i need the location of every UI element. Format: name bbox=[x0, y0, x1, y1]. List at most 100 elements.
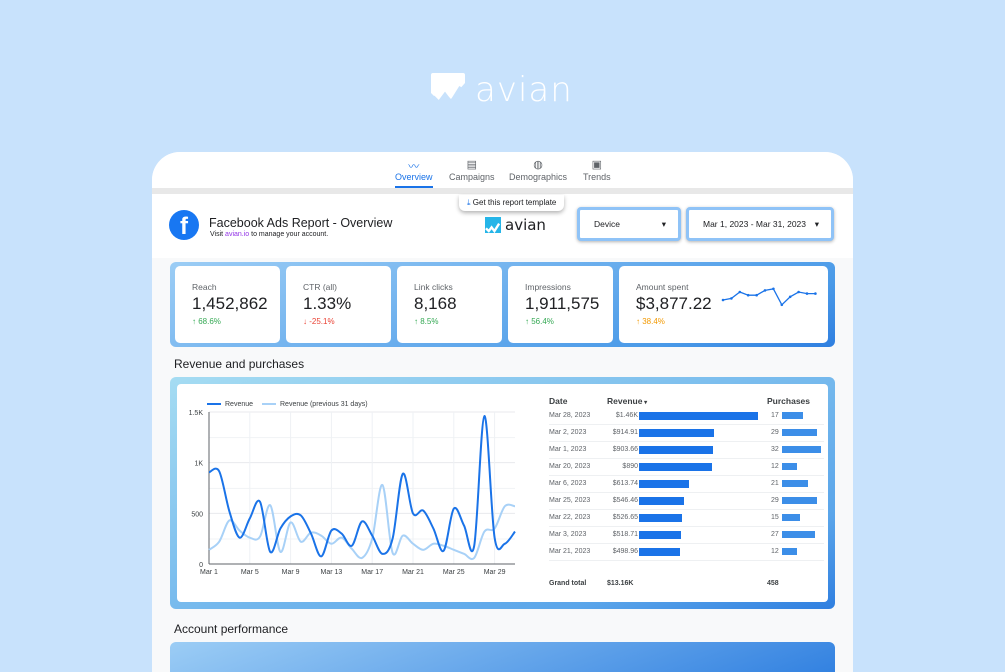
spend-sparkline bbox=[721, 287, 817, 307]
sparkline-point bbox=[788, 295, 792, 299]
subtitle: Visit avian.io to manage your account. bbox=[210, 231, 328, 238]
table-row: Mar 28, 2023 $1.46K 17 bbox=[549, 408, 824, 425]
x-tick-label: Mar 29 bbox=[484, 569, 506, 576]
cell-revenue: $1.46K bbox=[615, 412, 638, 419]
section-title-revenue: Revenue and purchases bbox=[174, 357, 305, 371]
cell-date: Mar 3, 2023 bbox=[549, 531, 587, 538]
purchases-bar bbox=[782, 514, 801, 521]
grand-total-revenue: $13.16K bbox=[607, 580, 634, 587]
avian-link[interactable]: avian.io bbox=[225, 231, 250, 238]
cell-purchases: 15 bbox=[771, 514, 779, 521]
tab-demographics[interactable]: ◍ Demographics bbox=[509, 158, 567, 182]
cell-revenue: $498.96 bbox=[612, 548, 638, 555]
get-template-button[interactable]: ⤓ Get this report template bbox=[459, 195, 565, 211]
tab-overview[interactable]: 〰 Overview bbox=[395, 158, 433, 188]
kpi-delta-value: 38.4% bbox=[642, 317, 665, 326]
kpi-delta: ↑ 8.5% bbox=[414, 317, 502, 326]
device-label: Device bbox=[594, 219, 620, 229]
arrow-up-icon: ↑ bbox=[192, 317, 199, 326]
table-row: Mar 6, 2023 $613.74 21 bbox=[549, 476, 824, 493]
kpi-value: 1,452,862 bbox=[192, 294, 268, 313]
date-range-dropdown[interactable]: Mar 1, 2023 - Mar 31, 2023 ▾ bbox=[686, 207, 834, 241]
purchases-bar bbox=[782, 480, 808, 487]
sparkline-point bbox=[755, 293, 758, 297]
kpi-card-amount-spent: Amount spent $3,877.22 ↑ 38.4% bbox=[619, 266, 828, 343]
x-tick-label: Mar 13 bbox=[321, 569, 343, 576]
cell-revenue: $518.71 bbox=[612, 531, 638, 538]
table-row: Mar 2, 2023 $914.91 29 bbox=[549, 425, 824, 442]
purchases-bar bbox=[782, 463, 797, 470]
kpi-delta-value: 56.4% bbox=[531, 317, 554, 326]
cell-revenue: $903.66 bbox=[612, 446, 638, 453]
kpi-row: Reach 1,452,862 ↑ 68.6% CTR (all) 1.33% ↓ -25… bbox=[170, 262, 835, 347]
revenue-bar bbox=[639, 531, 682, 539]
sparkline-point bbox=[780, 303, 784, 307]
y-tick-label: 1K bbox=[194, 461, 203, 468]
revenue-bar bbox=[639, 548, 680, 556]
kpi-label: Impressions bbox=[525, 282, 571, 292]
device-dropdown[interactable]: Device ▾ bbox=[577, 207, 681, 241]
table-row: Mar 22, 2023 $526.65 15 bbox=[549, 510, 824, 527]
sparkline-point bbox=[814, 292, 817, 295]
logo-text: avian bbox=[475, 70, 573, 110]
cell-revenue: $546.46 bbox=[612, 497, 638, 504]
table-row: Mar 1, 2023 $903.66 32 bbox=[549, 442, 824, 459]
kpi-card-ctr-all-: CTR (all) 1.33% ↓ -25.1% bbox=[286, 266, 391, 343]
account-performance-section bbox=[170, 642, 835, 672]
caret-down-icon: ▾ bbox=[814, 218, 819, 229]
table-row: Mar 20, 2023 $890 12 bbox=[549, 459, 824, 476]
cell-date: Mar 20, 2023 bbox=[549, 463, 591, 470]
cell-purchases: 21 bbox=[771, 480, 779, 487]
y-tick-label: 0 bbox=[199, 562, 203, 569]
report-header: ⤓ Get this report template f Facebook Ad… bbox=[152, 194, 853, 258]
sparkline-point bbox=[763, 289, 767, 292]
kpi-delta-value: 8.5% bbox=[420, 317, 439, 326]
cell-revenue: $890 bbox=[622, 463, 638, 470]
table-row: Mar 21, 2023 $498.96 12 bbox=[549, 544, 824, 561]
section-title-account: Account performance bbox=[174, 622, 289, 636]
grand-total-label: Grand total bbox=[549, 580, 587, 587]
column-header-date[interactable]: Date bbox=[549, 396, 567, 406]
column-header-revenue[interactable]: Revenue ▾ bbox=[607, 396, 647, 406]
sparkline-point bbox=[772, 287, 775, 291]
table-row: Mar 3, 2023 $518.71 27 bbox=[549, 527, 824, 544]
cell-revenue: $526.65 bbox=[612, 514, 638, 521]
column-header-label: Purchases bbox=[767, 396, 810, 406]
sparkline-line bbox=[722, 288, 816, 306]
revenue-bar bbox=[639, 412, 758, 420]
tab-campaigns[interactable]: ▤ Campaigns bbox=[449, 158, 495, 182]
cell-revenue: $914.91 bbox=[612, 429, 638, 436]
tab-trends[interactable]: ▣ Trends bbox=[583, 158, 611, 182]
purchases-bar bbox=[782, 548, 797, 555]
purchases-bar bbox=[782, 412, 803, 419]
kpi-delta-value: -25.1% bbox=[309, 317, 335, 326]
tab-bar: 〰 Overview ▤ Campaigns ◍ Demographics ▣ Trends bbox=[152, 152, 853, 194]
sparkline-point bbox=[805, 292, 809, 295]
series-line-previous-revenue bbox=[208, 483, 516, 561]
kpi-label: Amount spent bbox=[636, 282, 689, 292]
sparkline-point bbox=[746, 293, 750, 297]
page-title: Facebook Ads Report - Overview bbox=[209, 216, 393, 230]
y-tick-label: 500 bbox=[191, 511, 203, 518]
revenue-bar bbox=[639, 463, 712, 471]
sparkline-point bbox=[738, 290, 742, 294]
revenue-panel: 0 500 1K 1.5K Mar 1 Mar 5 Mar 9 Mar 13 Mar 17 Mar… bbox=[177, 384, 828, 602]
revenue-line-chart: 0 500 1K 1.5K Mar 1 Mar 5 Mar 9 Mar 13 Mar 17 Mar… bbox=[189, 401, 516, 576]
kpi-value: $3,877.22 bbox=[636, 294, 712, 313]
kpi-label: Link clicks bbox=[414, 282, 453, 292]
cell-date: Mar 1, 2023 bbox=[549, 446, 587, 453]
cell-date: Mar 21, 2023 bbox=[549, 548, 591, 555]
kpi-value: 1,911,575 bbox=[525, 294, 600, 313]
arrow-up-icon: ↑ bbox=[636, 317, 643, 326]
kpi-delta: ↓ -25.1% bbox=[303, 317, 391, 326]
column-header-purchases[interactable]: Purchases bbox=[767, 396, 810, 406]
sparkline-point bbox=[730, 297, 733, 300]
purchases-bar bbox=[782, 429, 818, 436]
table-row: Mar 25, 2023 $546.46 29 bbox=[549, 493, 824, 510]
kpi-card-reach: Reach 1,452,862 ↑ 68.6% bbox=[175, 266, 280, 343]
grand-total-purchases: 458 bbox=[767, 580, 779, 587]
sort-desc-icon: ▾ bbox=[642, 400, 648, 406]
grand-total-row: Grand total $13.16K 458 bbox=[549, 576, 824, 593]
x-tick-label: Mar 21 bbox=[402, 569, 424, 576]
cell-revenue: $613.74 bbox=[612, 480, 638, 487]
